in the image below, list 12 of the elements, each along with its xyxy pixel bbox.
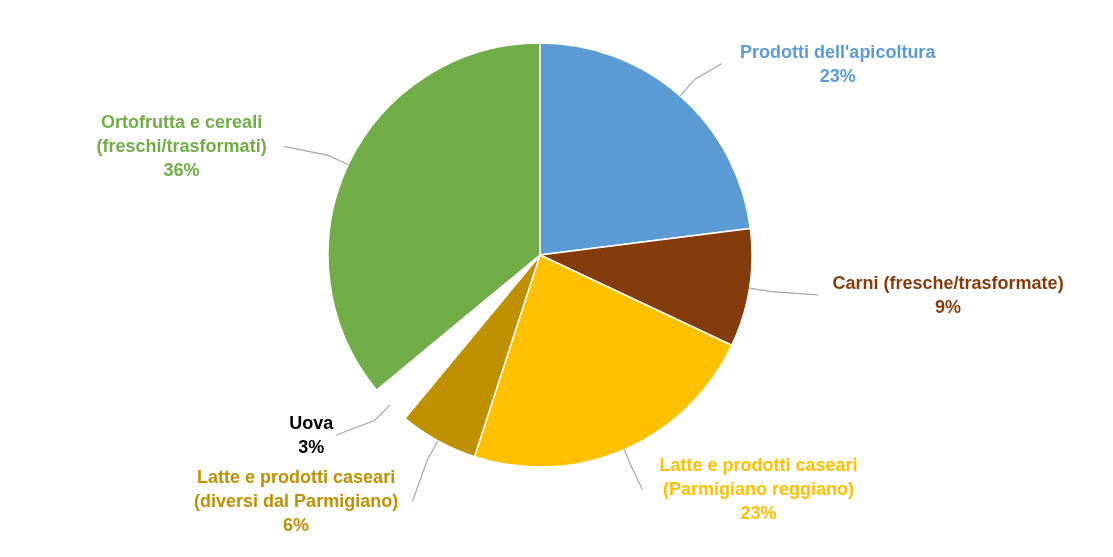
slice-label: Ortofrutta e cereali (freschi/trasformati)	[96, 112, 267, 157]
slice-label: Latte e prodotti caseari (diversi dal Parmigiano)	[194, 467, 399, 512]
slice-label: Carni (fresche/trasformate)	[832, 272, 1064, 293]
data-label: 3%	[298, 437, 325, 458]
data-label: 36%	[163, 160, 200, 181]
data-label: 23%	[819, 65, 856, 86]
data-label: 23%	[740, 503, 777, 524]
slice-label: Uova	[289, 413, 335, 434]
slice-label: Latte e prodotti caseari (Parmigiano reggiano)	[659, 455, 858, 500]
data-label: 6%	[283, 515, 310, 536]
slice-label: Prodotti dell'apicoltura	[740, 41, 937, 62]
data-label: 9%	[935, 296, 962, 317]
